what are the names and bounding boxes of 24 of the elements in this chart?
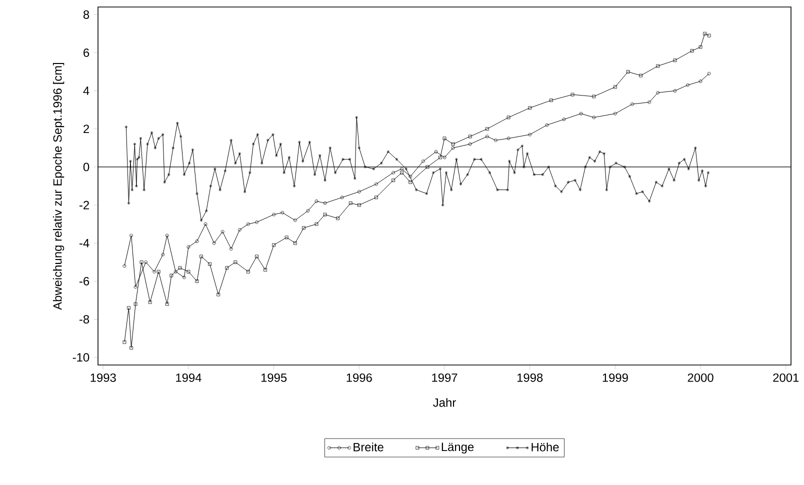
y-tick-label: -4 <box>79 239 90 248</box>
y-tick-label: -2 <box>79 200 89 210</box>
y-tick-label: -6 <box>79 276 90 286</box>
legend-label: Länge <box>442 442 474 454</box>
x-axis-title: Jahr <box>433 398 456 407</box>
x-tick-label: 1994 <box>176 373 202 382</box>
x-tick-label: 1999 <box>602 373 628 382</box>
legend-label: Höhe <box>532 442 559 452</box>
y-tick-label: 8 <box>83 10 90 19</box>
y-tick-label: -10 <box>72 353 90 362</box>
x-tick-label: 1995 <box>261 373 287 382</box>
legend-label: Breite <box>354 442 384 452</box>
x-tick-label: 1993 <box>90 373 116 382</box>
x-tick-label: 2001 <box>773 373 799 382</box>
x-tick-label: 1996 <box>346 373 372 382</box>
x-tick-label: 1997 <box>432 373 458 382</box>
y-tick-label: 2 <box>84 124 89 134</box>
y-tick-label: 6 <box>84 48 90 57</box>
x-tick-label: 1998 <box>517 373 543 382</box>
y-axis-title: Abweichung relativ zur Epoche Sept.1996 [cm] <box>52 62 64 310</box>
x-tick-label: 2000 <box>688 373 714 382</box>
y-tick-label: 0 <box>83 162 90 172</box>
y-tick-label: -8 <box>79 315 90 324</box>
y-tick-label: 4 <box>83 86 90 95</box>
